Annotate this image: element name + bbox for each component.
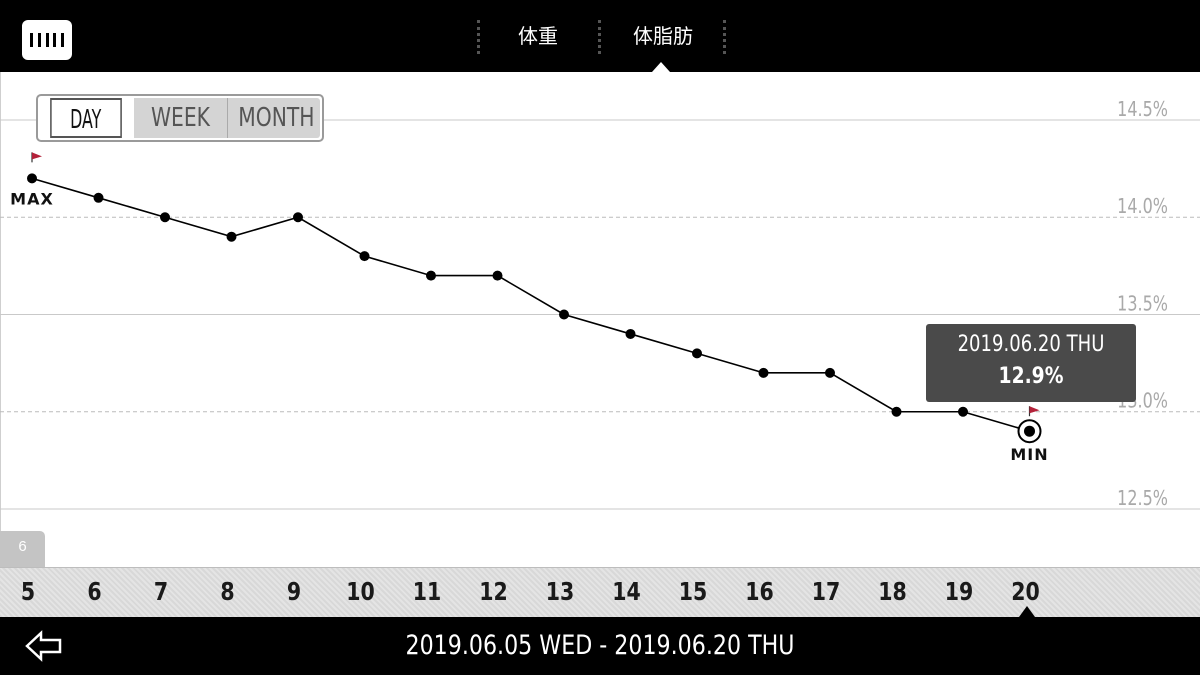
data-point[interactable] [958, 406, 968, 417]
selected-day-indicator [1019, 606, 1035, 617]
period-day-label: DAY [70, 105, 102, 135]
selected-point[interactable] [1024, 425, 1035, 437]
y-tick-label: 12.5% [1117, 487, 1168, 510]
max-flag-icon [31, 152, 42, 163]
month-indicator-label: 6 [18, 538, 27, 555]
active-tab-indicator [652, 62, 670, 72]
max-label: MAX [10, 189, 54, 208]
y-tick-label: 14.0% [1117, 196, 1168, 219]
x-axis-strip[interactable] [0, 567, 1200, 617]
data-point[interactable] [160, 212, 170, 223]
period-week-button[interactable]: WEEK [151, 103, 210, 133]
tooltip-date: 2019.06.20 THU [957, 332, 1105, 357]
tab-separator [723, 20, 726, 54]
tab-separator [477, 20, 480, 54]
min-label: MIN [1010, 445, 1048, 464]
value-tooltip: 2019.06.20 THU 12.9% [926, 324, 1136, 402]
period-day-button[interactable]: DAY [50, 98, 122, 138]
period-month-button[interactable]: MONTH [238, 103, 315, 133]
series-line [31, 177, 1030, 432]
data-point[interactable] [758, 367, 769, 378]
data-point[interactable] [293, 212, 303, 223]
bottom-bar: 2019.06.05 WED - 2019.06.20 THU [0, 617, 1200, 675]
back-arrow-icon[interactable] [24, 629, 64, 663]
date-range: 2019.06.05 WED - 2019.06.20 THU [405, 630, 795, 661]
data-point[interactable] [891, 406, 902, 417]
tab-separator [598, 20, 601, 54]
data-point[interactable] [93, 192, 104, 203]
y-tick-label: 14.5% [1117, 98, 1168, 121]
data-point[interactable] [359, 251, 370, 262]
data-point[interactable] [426, 270, 436, 281]
tab-weight[interactable]: 体重 [518, 26, 558, 48]
data-point[interactable] [226, 231, 237, 242]
top-bar: 体重 体脂肪 [0, 0, 1200, 72]
tab-body-fat[interactable]: 体脂肪 [633, 26, 693, 48]
period-selector: DAY WEEK MONTH [36, 94, 324, 142]
data-point[interactable] [27, 173, 37, 184]
data-point[interactable] [825, 367, 835, 378]
data-point[interactable] [559, 309, 569, 320]
tooltip-value: 12.9% [998, 364, 1064, 389]
data-point[interactable] [692, 348, 702, 359]
min-flag-icon [1028, 406, 1040, 417]
data-point[interactable] [492, 270, 503, 281]
y-tick-label: 13.5% [1117, 293, 1168, 316]
scale-logo-icon[interactable] [22, 20, 72, 60]
month-indicator: 6 [0, 531, 45, 568]
data-point[interactable] [625, 328, 636, 339]
